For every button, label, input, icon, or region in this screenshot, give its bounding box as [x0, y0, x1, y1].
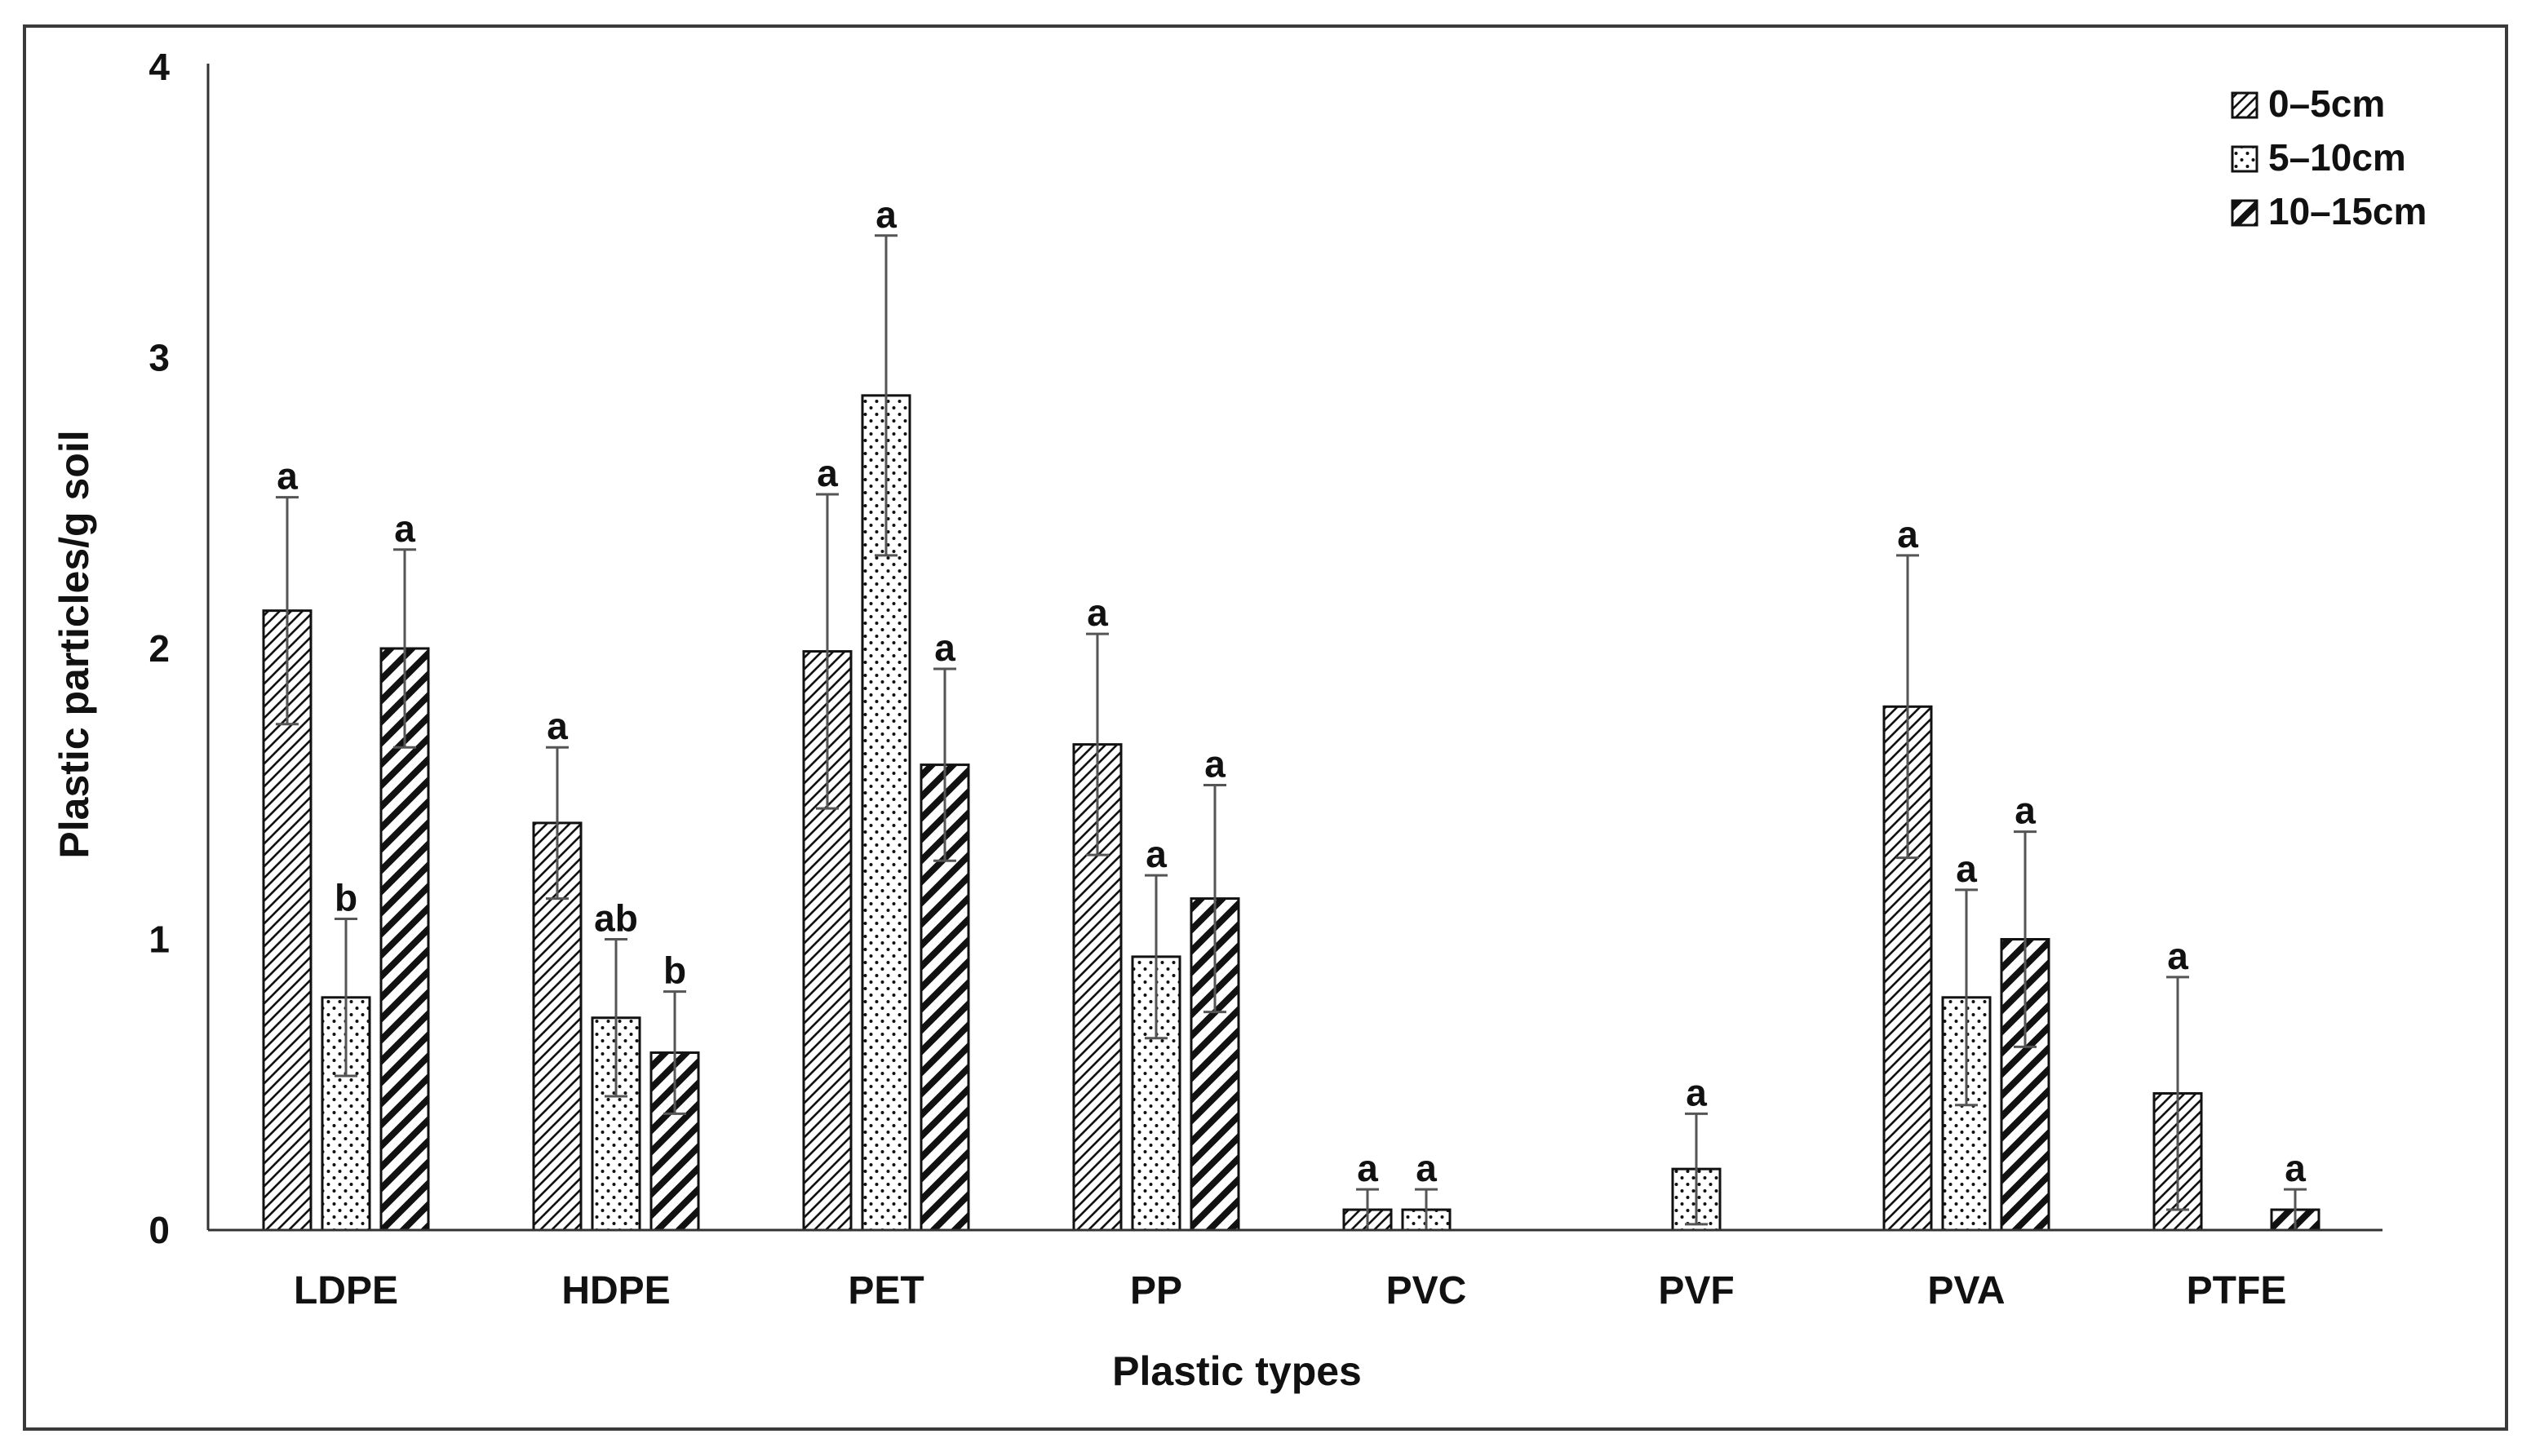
legend: 0–5cm 5–10cm 10–15cm — [2231, 82, 2427, 232]
x-category-label: PP — [1130, 1269, 1182, 1312]
x-category-label: PET — [848, 1269, 924, 1312]
significance-label: a — [1956, 847, 1977, 890]
significance-label: ab — [594, 897, 638, 940]
error-bar-ldpe-series-3 — [393, 548, 416, 749]
y-tick-label: 2 — [148, 627, 170, 670]
error-bar-pva-series-2 — [1955, 888, 1978, 1107]
error-bar-hdpe-series-3 — [663, 990, 686, 1115]
significance-label: a — [1686, 1071, 1707, 1113]
axes — [206, 64, 2383, 1232]
error-bar-pp-series-3 — [1203, 784, 1226, 1014]
legend-label: 10–15cm — [2268, 190, 2427, 232]
error-bar-pvf-series-2 — [1685, 1112, 1708, 1226]
bars-group — [262, 394, 2320, 1232]
legend-item-2: 5–10cm — [2231, 136, 2406, 179]
error-bar-pp-series-1 — [1086, 632, 1109, 856]
significance-label: a — [2167, 935, 2188, 977]
significance-label: a — [1087, 591, 1108, 634]
error-bar-pva-series-1 — [1896, 554, 1919, 860]
bar-pp-series-3 — [1190, 897, 1240, 1232]
legend-label: 5–10cm — [2268, 136, 2406, 179]
error-bar-ptfe-series-1 — [2166, 976, 2189, 1211]
error-bar-pet-series-2 — [875, 234, 898, 557]
significance-label: a — [817, 452, 838, 494]
legend-label: 0–5cm — [2268, 82, 2385, 125]
y-tick-label: 0 — [148, 1209, 170, 1251]
error-bar-hdpe-series-2 — [605, 938, 627, 1098]
significance-label: b — [335, 877, 357, 919]
error-bar-pet-series-1 — [816, 493, 839, 810]
significance-label: a — [2015, 790, 2036, 832]
x-axis-category-labels: LDPE HDPE PET PP PVC PVF PVA PTFE — [294, 1269, 2286, 1312]
significance-label: a — [1146, 833, 1167, 875]
significance-label: a — [1897, 513, 1918, 555]
significance-label: a — [875, 193, 897, 236]
y-tick-label: 3 — [148, 337, 170, 379]
legend-swatch — [2231, 199, 2258, 227]
significance-label: a — [1416, 1147, 1437, 1189]
x-axis-title: Plastic types — [1112, 1348, 1362, 1394]
figure-frame — [23, 24, 2508, 1431]
significance-label: a — [277, 455, 298, 498]
error-bar-pet-series-3 — [933, 667, 956, 862]
significance-label: a — [547, 705, 568, 747]
x-category-label: HDPE — [561, 1269, 670, 1312]
y-tick-label: 4 — [148, 46, 170, 88]
significance-label: a — [934, 626, 955, 669]
significance-label: a — [1357, 1147, 1378, 1189]
significance-label: a — [394, 507, 415, 550]
legend-swatch — [2231, 91, 2258, 119]
x-category-label: PVA — [1927, 1269, 2005, 1312]
y-axis-title: Plastic particles/g soil — [51, 430, 97, 858]
significance-label: a — [1204, 743, 1226, 786]
error-bar-hdpe-series-1 — [546, 746, 569, 901]
legend-item-3: 10–15cm — [2231, 190, 2427, 232]
x-category-label: LDPE — [294, 1269, 398, 1312]
error-bars-group — [276, 234, 2307, 1232]
x-category-label: PVC — [1386, 1269, 1467, 1312]
error-bar-ldpe-series-2 — [335, 918, 357, 1078]
legend-swatch — [2231, 145, 2258, 173]
y-tick-label: 1 — [148, 918, 170, 961]
x-category-label: PVF — [1658, 1269, 1734, 1312]
legend-item-1: 0–5cm — [2231, 82, 2385, 125]
y-axis-ticks: 0 1 2 3 4 — [148, 46, 170, 1251]
error-bar-pp-series-2 — [1145, 874, 1168, 1040]
x-category-label: PTFE — [2187, 1269, 2287, 1312]
significance-label: b — [663, 949, 686, 992]
error-bar-pva-series-3 — [2014, 830, 2037, 1048]
significance-label: a — [2285, 1147, 2306, 1189]
error-bar-ldpe-series-1 — [276, 496, 299, 726]
